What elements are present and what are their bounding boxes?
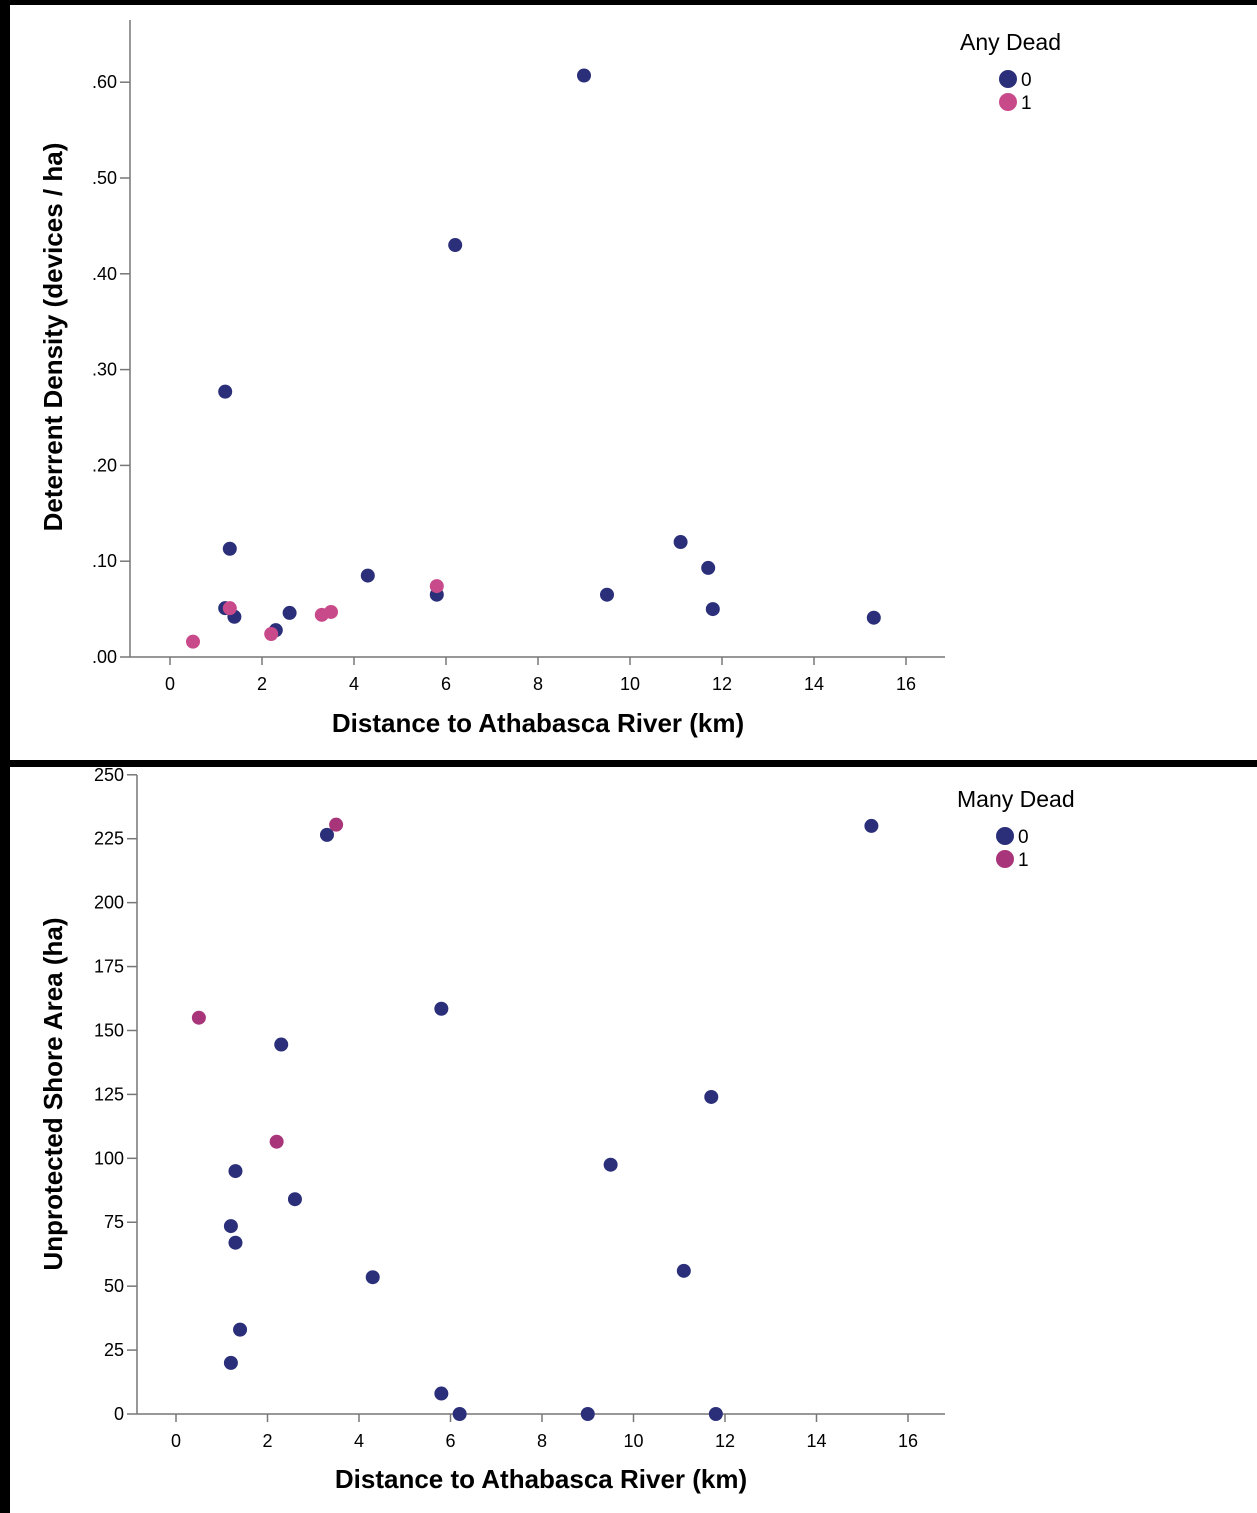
data-point-series-0: [228, 1235, 243, 1250]
x-tick-label: 14: [806, 1431, 826, 1451]
x-tick-label: 12: [715, 1431, 735, 1451]
x-tick-label: 12: [712, 674, 732, 694]
x-axis-title: Distance to Athabasca River (km): [335, 1464, 747, 1494]
x-tick-label: 6: [441, 674, 451, 694]
x-tick-label: 16: [896, 674, 916, 694]
data-point-series-1: [329, 817, 344, 832]
data-point-series-1: [222, 601, 237, 616]
y-tick-label: .10: [92, 551, 117, 571]
data-point-series-1: [186, 634, 200, 649]
y-tick-label: .60: [92, 72, 117, 92]
y-tick-label: 50: [104, 1276, 124, 1296]
data-point-series-0: [434, 1001, 449, 1016]
data-point-series-0: [600, 587, 614, 602]
legend-marker-0: [996, 827, 1014, 845]
y-tick-label: 250: [94, 767, 124, 785]
data-point-series-0: [360, 568, 375, 583]
data-point-series-0: [452, 1407, 467, 1421]
data-point-series-0: [864, 818, 879, 833]
y-axis-title: Unprotected Shore Area (ha): [38, 918, 68, 1271]
data-point-series-0: [274, 1037, 289, 1052]
legend-marker-1: [996, 850, 1014, 868]
data-point-series-0: [866, 610, 881, 625]
x-axis-title: Distance to Athabasca River (km): [332, 708, 744, 738]
y-tick-label: 150: [94, 1020, 124, 1040]
y-tick-label: .20: [92, 455, 117, 475]
data-point-series-0: [434, 1386, 449, 1401]
legend-title: Any Dead: [960, 29, 1061, 55]
data-point-series-0: [580, 1407, 595, 1421]
data-point-series-1: [324, 604, 338, 619]
legend-marker-1: [999, 93, 1017, 111]
y-tick-label: 225: [94, 829, 124, 849]
x-tick-label: 8: [533, 674, 543, 694]
y-tick-label: .40: [92, 264, 117, 284]
chart-panel-top: 0 2 4 6 8 10 12 14 16.00.10.20.30.40.50.60 Distan…: [0, 0, 1257, 760]
legend-label-0: 0: [1018, 827, 1029, 848]
x-tick-label: 2: [262, 1431, 272, 1451]
data-point-series-0: [228, 1164, 243, 1179]
data-point-series-0: [704, 1089, 719, 1104]
y-tick-label: 200: [94, 893, 124, 913]
x-tick-label: 14: [804, 674, 824, 694]
data-point-series-0: [282, 605, 297, 620]
x-tick-label: 0: [171, 1431, 181, 1451]
data-point-series-0: [223, 1219, 238, 1234]
y-axis-title: Deterrent Density (devices / ha): [38, 143, 68, 532]
y-tick-label: 0: [114, 1404, 124, 1424]
legend-label-1: 1: [1018, 850, 1029, 871]
y-tick-label: 125: [94, 1084, 124, 1104]
data-point-series-0: [448, 238, 463, 253]
data-point-series-0: [705, 602, 720, 617]
y-tick-label: 75: [104, 1212, 124, 1232]
chart-panel-bottom: 0 2 4 6 8 10 12 14 16 0 25 50 75 100 125 150 175 200 225 25…: [0, 760, 1257, 1513]
data-point-series-1: [429, 579, 444, 594]
x-tick-label: 6: [445, 1431, 455, 1451]
data-point-series-0: [218, 384, 233, 399]
scatter-chart-deterrent-density: 0 2 4 6 8 10 12 14 16.00.10.20.30.40.50.60Distan…: [38, 20, 1061, 738]
data-point-series-0: [319, 827, 334, 842]
data-point-series-1: [264, 627, 279, 642]
data-point-series-0: [233, 1322, 248, 1337]
data-point-series-0: [577, 68, 591, 83]
x-tick-label: 10: [623, 1431, 643, 1451]
data-point-series-0: [676, 1263, 691, 1278]
x-tick-label: 4: [349, 674, 359, 694]
data-point-series-1: [191, 1010, 206, 1025]
data-point-series-0: [365, 1270, 380, 1285]
legend-label-1: 1: [1021, 93, 1032, 114]
data-point-series-0: [673, 535, 688, 550]
y-tick-label: .30: [92, 360, 117, 380]
x-tick-label: 4: [354, 1431, 364, 1451]
legend-marker-0: [999, 70, 1017, 88]
scatter-chart-unprotected-shore-area: 0 2 4 6 8 10 12 14 16025507510012515017520022525…: [38, 767, 1075, 1494]
legend-title: Many Dead: [957, 786, 1075, 812]
y-tick-label: 175: [94, 957, 124, 977]
data-point-series-1: [269, 1134, 284, 1149]
x-tick-label: 0: [165, 674, 175, 694]
data-point-series-0: [223, 1355, 238, 1370]
data-point-series-0: [708, 1407, 723, 1421]
data-point-series-0: [701, 560, 716, 575]
x-tick-label: 16: [898, 1431, 918, 1451]
x-tick-label: 10: [620, 674, 640, 694]
data-point-series-0: [603, 1157, 618, 1172]
y-tick-label: .00: [92, 647, 117, 667]
y-tick-label: 25: [104, 1340, 124, 1360]
data-point-series-0: [222, 541, 237, 556]
x-tick-label: 2: [257, 674, 267, 694]
y-tick-label: .50: [92, 168, 117, 188]
x-tick-label: 8: [537, 1431, 547, 1451]
legend-label-0: 0: [1021, 70, 1032, 91]
y-tick-label: 100: [94, 1148, 124, 1168]
data-point-series-0: [287, 1192, 302, 1207]
